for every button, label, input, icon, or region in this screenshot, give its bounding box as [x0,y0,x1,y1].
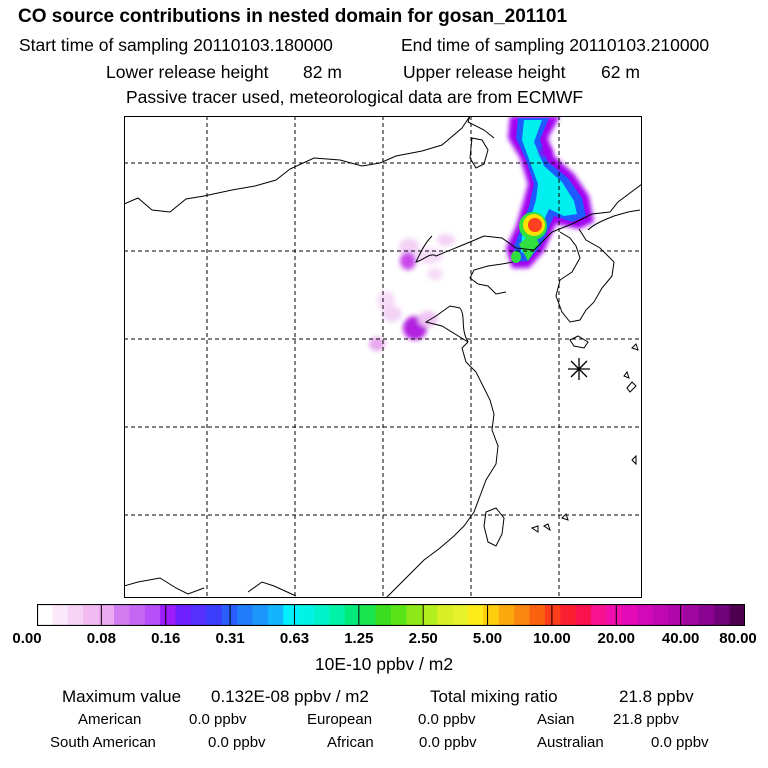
colorbar-swatch [375,604,392,626]
total-mixing-label: Total mixing ratio [430,687,558,706]
colorbar-swatch [421,604,438,626]
colorbar-swatch [498,604,515,626]
colorbar-swatch [283,604,300,626]
colorbar-swatch [467,604,484,626]
colorbar-swatch [129,604,146,626]
colorbar-tick-label: 0.63 [279,630,310,647]
colorbar-swatch [83,604,99,626]
colorbar-swatch [544,604,561,626]
colorbar-swatch [175,604,192,626]
colorbar-swatch [529,604,546,626]
colorbar-swatch [144,604,161,626]
tracer-note: Passive tracer used, meteorological data… [126,87,584,107]
region-value: 0.0 ppbv [651,734,709,751]
colorbar-swatch [67,604,84,626]
upper-release-label: Upper release height [403,62,566,82]
max-value: 0.132E-08 ppbv / m2 [211,687,369,706]
colorbar-swatch [206,604,223,626]
colorbar-tick-label: 0.00 [12,630,42,647]
region-value: 0.0 ppbv [208,734,266,751]
region-name: African [327,734,374,751]
colorbar-swatch [591,604,607,626]
colorbar-swatch [698,604,715,626]
colorbar-swatch [190,604,207,626]
colorbar-unit: 10E-10 ppbv / m2 [314,654,454,674]
end-time: End time of sampling 20110103.210000 [401,35,710,55]
region-value: 0.0 ppbv [418,711,476,728]
colorbar-swatch [652,604,669,626]
colorbar-swatch [298,604,315,626]
colorbar-tick-label: 0.16 [151,630,181,647]
region-name: European [307,711,373,728]
colorbar-tick-label: 0.31 [215,630,245,647]
region-value: 0.0 ppbv [189,711,247,728]
max-value-label: Maximum value [62,687,182,706]
lower-release-value: 82 m [303,62,342,82]
colorbar-swatch [437,604,453,626]
colorbar [37,604,745,626]
colorbar-tick-label: 20.00 [597,630,636,647]
colorbar-swatch [714,604,731,626]
region-name: Australian [537,734,604,751]
colorbar-tick-label: 10.00 [533,630,571,647]
colorbar-tick-label: 2.50 [408,630,438,647]
colorbar-swatch [621,604,638,626]
colorbar-swatch [360,604,377,626]
colorbar-frame [37,604,745,626]
colorbar-swatch [637,604,654,626]
colorbar-swatch [98,604,115,626]
colorbar-swatch [452,604,469,626]
colorbar-swatch [391,604,407,626]
colorbar-swatch [606,604,623,626]
colorbar-swatch [344,604,361,626]
colorbar-tick-label: 0.08 [86,630,116,647]
colorbar-swatch [329,604,346,626]
coastlines [124,116,642,598]
colorbar-swatch [252,604,269,626]
colorbar-swatch [37,604,53,626]
plume-main [506,116,594,268]
colorbar-swatch [575,604,592,626]
asterisk-icon [568,358,590,380]
map-frame [124,116,642,598]
colorbar-swatch [52,604,69,626]
total-mixing-value: 21.8 ppbv [619,687,694,706]
region-name: Asian [537,711,575,728]
region-name: South American [50,734,156,751]
plot-title: CO source contributions in nested domain… [18,6,568,27]
colorbar-swatch [314,604,330,626]
colorbar-swatch [683,604,700,626]
colorbar-swatch [160,604,176,626]
start-time: Start time of sampling 20110103.180000 [19,35,333,55]
region-name: American [78,711,142,728]
colorbar-tick-label: 1.25 [344,630,374,647]
colorbar-swatch [514,604,530,626]
map-panel [124,116,642,598]
colorbar-swatch [237,604,253,626]
colorbar-swatch [267,604,284,626]
region-value: 21.8 ppbv [613,711,679,728]
colorbar-swatch [113,604,130,626]
region-value: 0.0 ppbv [419,734,477,751]
colorbar-swatch [668,604,684,626]
colorbar-tick-label: 80.00 [719,630,757,647]
colorbar-swatch [729,604,745,626]
colorbar-swatch [560,604,577,626]
colorbar-swatch [406,604,423,626]
gridlines [124,116,642,598]
colorbar-swatch [483,604,500,626]
lower-release-label: Lower release height [106,62,269,82]
upper-release-value: 62 m [601,62,640,82]
colorbar-tick-label: 5.00 [472,630,503,647]
colorbar-tick-label: 40.00 [661,630,700,647]
